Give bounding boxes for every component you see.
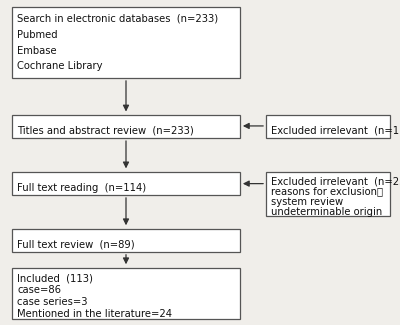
FancyBboxPatch shape bbox=[12, 115, 240, 138]
Text: Cochrane Library: Cochrane Library bbox=[17, 61, 103, 72]
Text: Titles and abstract review  (n=233): Titles and abstract review (n=233) bbox=[17, 126, 194, 136]
FancyBboxPatch shape bbox=[12, 172, 240, 195]
Text: system review: system review bbox=[271, 197, 343, 207]
FancyBboxPatch shape bbox=[12, 6, 240, 78]
Text: case series=3: case series=3 bbox=[17, 297, 88, 307]
FancyBboxPatch shape bbox=[12, 268, 240, 318]
Text: Pubmed: Pubmed bbox=[17, 30, 58, 40]
Text: Full text review  (n=89): Full text review (n=89) bbox=[17, 240, 135, 250]
Text: reasons for exclusion：: reasons for exclusion： bbox=[271, 187, 383, 197]
FancyBboxPatch shape bbox=[12, 229, 240, 252]
FancyBboxPatch shape bbox=[266, 115, 390, 138]
Text: Excluded irrelevant  (n=119): Excluded irrelevant (n=119) bbox=[271, 126, 400, 136]
FancyBboxPatch shape bbox=[266, 172, 390, 216]
Text: Mentioned in the literature=24: Mentioned in the literature=24 bbox=[17, 309, 172, 319]
Text: undeterminable origin: undeterminable origin bbox=[271, 207, 382, 217]
Text: case=86: case=86 bbox=[17, 285, 61, 295]
Text: Full text reading  (n=114): Full text reading (n=114) bbox=[17, 183, 146, 193]
Text: Embase: Embase bbox=[17, 46, 57, 56]
Text: Excluded irrelevant  (n=25): Excluded irrelevant (n=25) bbox=[271, 176, 400, 187]
Text: Included  (113): Included (113) bbox=[17, 273, 93, 283]
Text: Search in electronic databases  (n=233): Search in electronic databases (n=233) bbox=[17, 14, 218, 24]
